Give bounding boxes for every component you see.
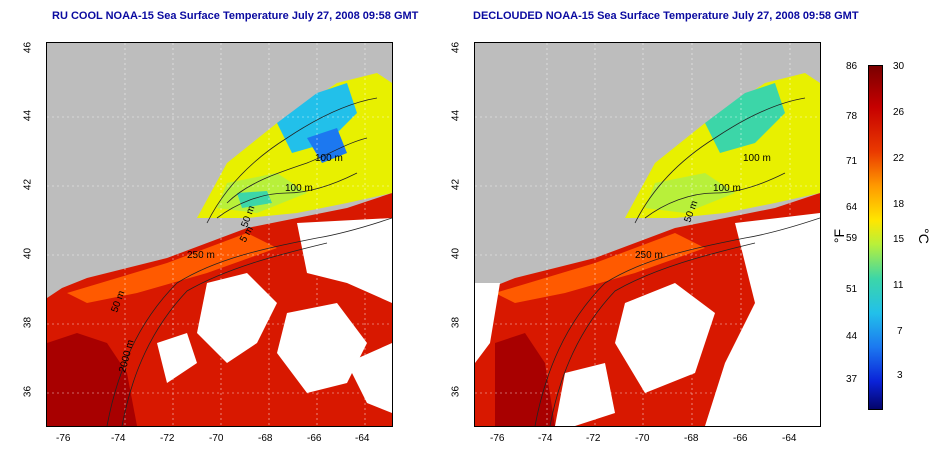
left-map-image: 100 m 100 m 50 m 250 m 5 m 50 m 2000 m [47,43,392,426]
x-tick: -64 [782,433,797,444]
y-tick: 42 [22,178,34,191]
y-tick: 38 [22,316,34,329]
celsius-unit-label: °C [915,228,932,244]
contour-label: 250 m [187,250,215,261]
left-sst-map: 100 m 100 m 50 m 250 m 5 m 50 m 2000 m [46,42,393,427]
y-tick: 44 [22,109,34,122]
contour-label: 100 m [713,183,741,194]
celsius-tick: 22 [893,153,905,164]
x-tick: -64 [355,433,370,444]
y-tick: 44 [450,109,462,122]
celsius-tick: 3 [897,370,903,381]
x-tick: -72 [160,433,175,444]
y-tick: 36 [450,385,462,398]
fahrenheit-tick: 71 [846,156,858,167]
x-tick: -74 [538,433,553,444]
fahrenheit-tick: 51 [846,284,858,295]
fahrenheit-unit-label: °F [831,228,848,244]
celsius-tick: 18 [893,199,905,210]
contour-label: 100 m [743,153,771,164]
x-tick: -74 [111,433,126,444]
left-map-title: RU COOL NOAA-15 Sea Surface Temperature … [52,10,419,22]
x-tick: -76 [56,433,71,444]
contour-label: 100 m [285,183,313,194]
right-map-image: 100 m 100 m 50 m 250 m [475,43,820,426]
right-map-title: DECLOUDED NOAA-15 Sea Surface Temperatur… [473,10,859,22]
temperature-colorbar [868,65,883,410]
y-tick: 46 [22,41,34,54]
y-tick: 42 [450,178,462,191]
celsius-tick: 26 [893,107,905,118]
y-tick: 40 [450,247,462,260]
celsius-tick: 11 [893,280,904,291]
x-tick: -70 [209,433,224,444]
x-tick: -66 [733,433,748,444]
contour-label: 100 m [315,153,343,164]
fahrenheit-tick: 59 [846,233,858,244]
x-tick: -72 [586,433,601,444]
x-tick: -76 [490,433,505,444]
x-tick: -70 [635,433,650,444]
y-tick: 46 [450,41,462,54]
right-sst-map: 100 m 100 m 50 m 250 m [474,42,821,427]
celsius-tick: 7 [897,326,903,337]
x-tick: -68 [684,433,699,444]
contour-label: 250 m [635,250,663,261]
y-tick: 40 [22,247,34,260]
x-tick: -68 [258,433,273,444]
fahrenheit-tick: 86 [846,61,858,72]
x-tick: -66 [307,433,322,444]
celsius-tick: 15 [893,234,905,245]
fahrenheit-tick: 37 [846,374,858,385]
fahrenheit-tick: 64 [846,202,858,213]
fahrenheit-tick: 78 [846,111,858,122]
celsius-tick: 30 [893,61,905,72]
fahrenheit-tick: 44 [846,331,858,342]
y-tick: 36 [22,385,34,398]
y-tick: 38 [450,316,462,329]
